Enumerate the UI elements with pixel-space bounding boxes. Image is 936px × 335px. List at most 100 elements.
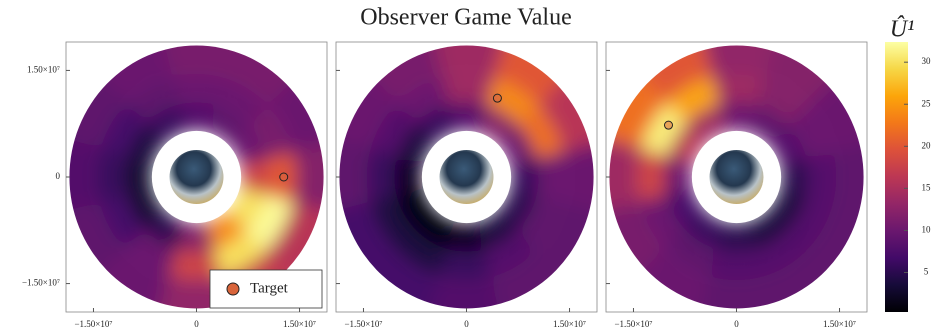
y-tick-label: 1.50×10⁷ [27, 64, 60, 74]
heat-cell [124, 156, 154, 198]
heat-cell [786, 195, 834, 252]
x-tick-label: 1.50×10⁷ [283, 319, 316, 329]
colorbar [885, 42, 908, 312]
legend-label: Target [250, 280, 289, 296]
colorbar-tick-label: 30 [922, 56, 932, 66]
heat-cell [176, 102, 217, 133]
heat-cell [439, 74, 494, 106]
y-tick-label: 0 [56, 171, 61, 181]
heat-cell [805, 148, 837, 206]
heat-cell [666, 123, 706, 166]
target-marker [279, 172, 289, 182]
colorbar-tick-label: 25 [922, 98, 932, 108]
heat-cell [213, 228, 269, 277]
heat-cell [439, 248, 494, 280]
heat-cell [155, 45, 238, 78]
heat-cell [425, 276, 508, 309]
heat-cell [664, 228, 720, 277]
colorbar-tick-label: 5 [924, 267, 929, 277]
earth [439, 150, 494, 204]
heat-cell [786, 102, 834, 159]
heat-cell [516, 102, 564, 159]
heat-cell [339, 134, 371, 220]
heat-cell [96, 148, 128, 206]
heat-cell [562, 134, 594, 220]
heat-cell [425, 45, 508, 78]
heat-cell [246, 195, 294, 252]
heat-cell [99, 195, 147, 252]
colorbar-tick-label: 20 [922, 140, 932, 150]
heat-cell [227, 188, 267, 231]
heat-cell [535, 148, 567, 206]
heat-cell [709, 74, 764, 106]
heat-cell [369, 195, 417, 252]
heat-cell [716, 102, 757, 133]
heat-cell [126, 123, 166, 166]
x-tick-label: 1.50×10⁷ [823, 319, 856, 329]
heat-cell [639, 195, 687, 252]
heat-cell [753, 77, 809, 126]
heat-cell [124, 77, 180, 126]
earth [169, 150, 224, 204]
heat-cell [176, 221, 217, 252]
heat-cell [394, 228, 450, 277]
heat-cell [483, 228, 539, 277]
heat-cell [446, 102, 487, 133]
heat-cell [394, 77, 450, 126]
heat-cell [292, 134, 324, 220]
y-tick-label: −1.50×10⁷ [22, 278, 60, 288]
heat-cell [207, 104, 249, 145]
heat-cell [747, 104, 789, 145]
heat-cell [99, 102, 147, 159]
heat-cell [509, 156, 539, 198]
heat-cell [144, 209, 186, 250]
heat-cell [124, 228, 180, 277]
chart-title: Observer Game Value [360, 5, 571, 31]
x-tick-label: −1.50×10⁷ [344, 319, 382, 329]
colorbar-label: Û¹ [890, 16, 915, 43]
heatmap [609, 45, 864, 309]
heat-cell [716, 221, 757, 252]
heat-cell [684, 209, 726, 250]
x-tick-label: 0 [464, 319, 469, 329]
earth [709, 150, 764, 204]
x-tick-label: −1.50×10⁷ [614, 319, 652, 329]
heat-cell [69, 134, 101, 220]
heat-cell [664, 77, 720, 126]
heat-cell [483, 77, 539, 126]
heat-cell [609, 134, 641, 220]
heat-cell [664, 156, 694, 198]
heat-cell [394, 156, 424, 198]
heat-cell [779, 156, 809, 198]
heat-cell [753, 228, 809, 277]
heat-cell [396, 123, 436, 166]
x-tick-label: 0 [194, 319, 199, 329]
heat-cell [213, 77, 269, 126]
colorbar-tick-label: 10 [922, 224, 932, 234]
heat-cell [239, 156, 269, 198]
heat-cell [477, 104, 519, 145]
heat-cell [832, 134, 864, 220]
legend-marker [226, 282, 240, 296]
target-marker [664, 120, 674, 130]
x-tick-label: 1.50×10⁷ [553, 319, 586, 329]
x-tick-label: −1.50×10⁷ [74, 319, 112, 329]
heat-cell [636, 148, 668, 206]
heat-cell [695, 276, 778, 309]
heat-cell [414, 209, 456, 250]
heat-cell [369, 102, 417, 159]
heat-cell [695, 45, 778, 78]
heat-cell [709, 248, 764, 280]
heat-cell [516, 195, 564, 252]
heat-cell [639, 102, 687, 159]
x-tick-label: 0 [734, 319, 739, 329]
target-marker [492, 93, 502, 103]
heat-cell [446, 221, 487, 252]
heat-cell [366, 148, 398, 206]
heat-cell [497, 188, 537, 231]
heat-cell [169, 74, 224, 106]
heatmap-cells [609, 45, 864, 309]
colorbar-tick-label: 15 [922, 182, 932, 192]
heat-cell [767, 188, 807, 231]
